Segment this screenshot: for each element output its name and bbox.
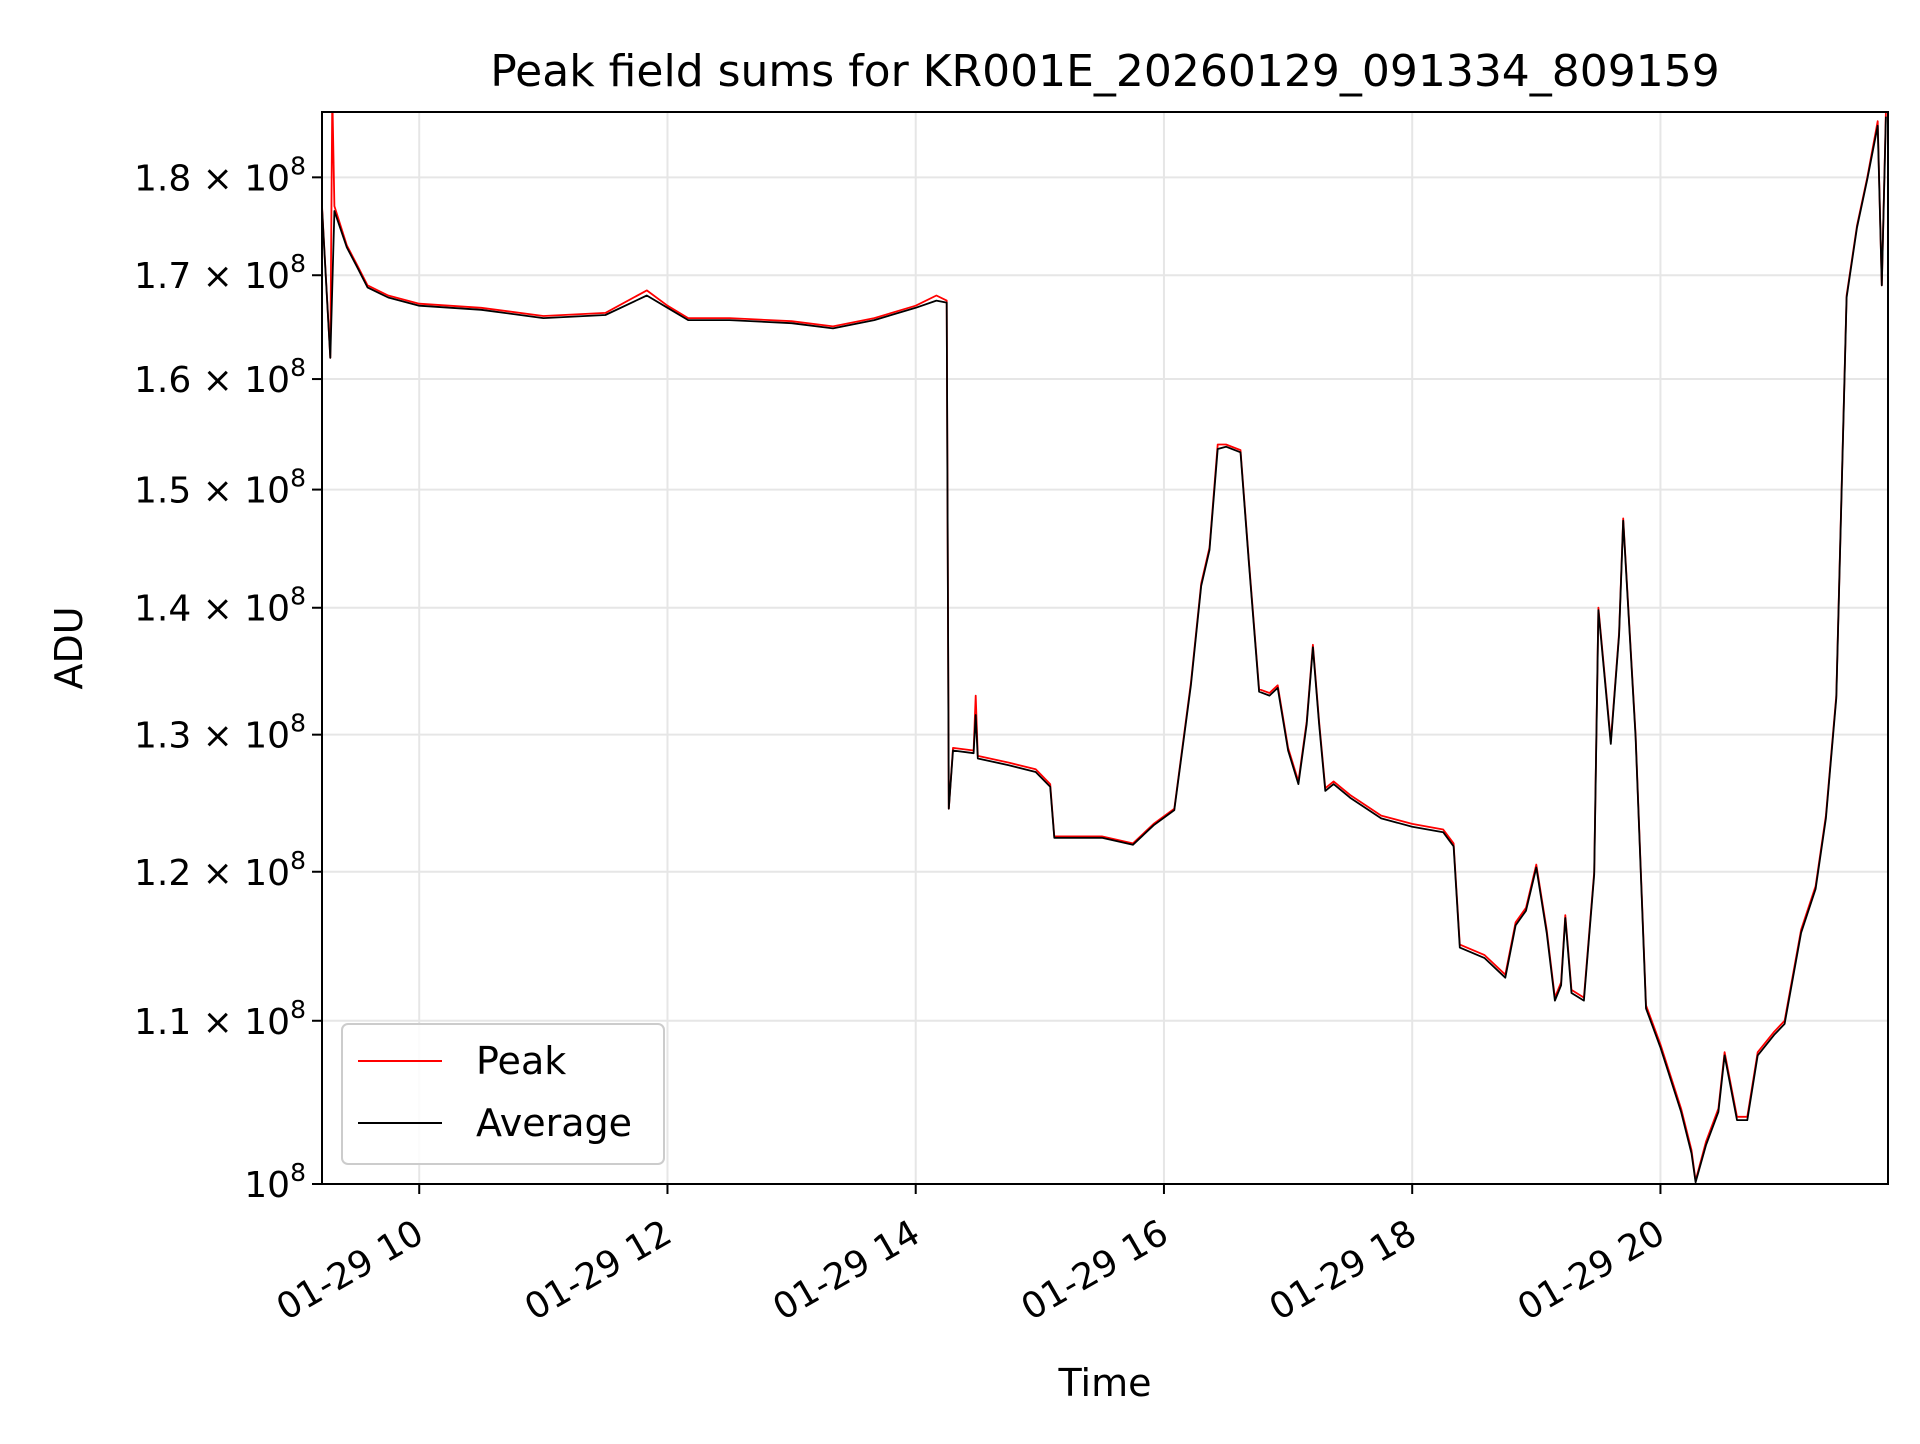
series-layer [322, 112, 1887, 1184]
series-line-average [322, 116, 1887, 1184]
legend-label-peak: Peak [476, 1039, 566, 1083]
legend-box [341, 1023, 665, 1165]
y-tick-label: 1.5 × 108 [134, 464, 306, 512]
x-axis-label: Time [1058, 1361, 1152, 1405]
y-tick-label: 1.7 × 108 [134, 249, 306, 297]
y-tick-label: 1.2 × 108 [134, 846, 306, 894]
y-tick-label: 1.1 × 108 [134, 995, 306, 1043]
y-axis-label: ADU [47, 606, 91, 689]
plot-frame [321, 111, 1889, 1185]
y-tick-label: 1.3 × 108 [134, 709, 306, 757]
grid-layer [322, 112, 1888, 1184]
y-tick-label: 1.6 × 108 [134, 353, 306, 401]
legend-label-average: Average [476, 1101, 632, 1145]
chart-title: Peak field sums for KR001E_20260129_0913… [490, 46, 1720, 97]
legend: Peak Average [341, 1023, 665, 1165]
y-tick-label: 1.8 × 108 [134, 151, 306, 199]
y-tick-label: 1.4 × 108 [134, 582, 306, 630]
